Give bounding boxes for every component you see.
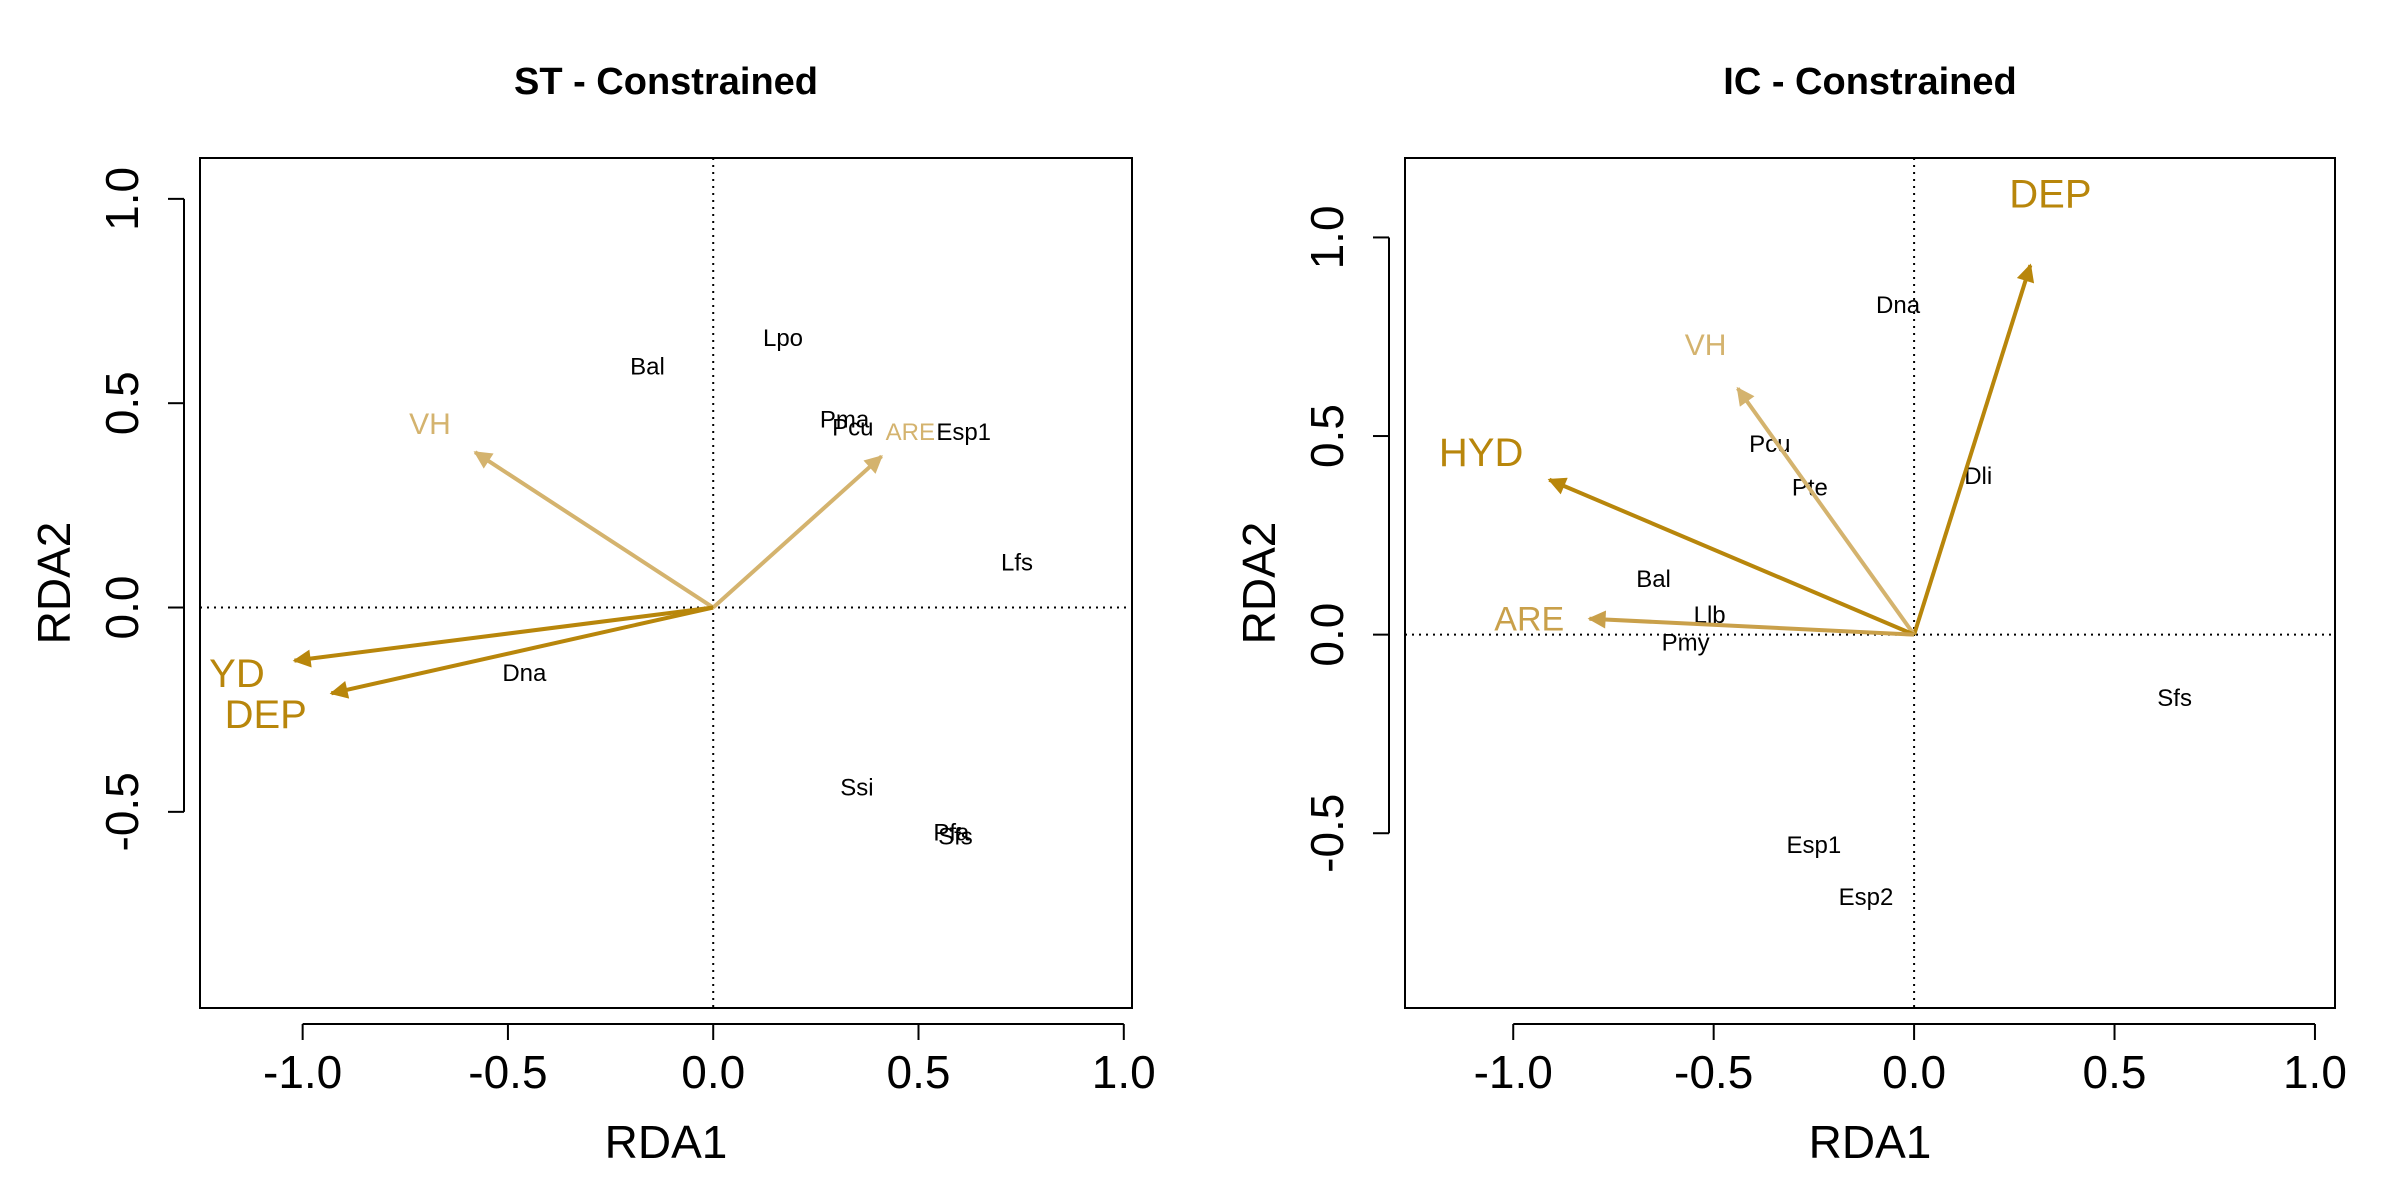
species-label-pcu: Pcu (832, 415, 873, 442)
vector-label-are: ARE (1494, 601, 1564, 639)
species-label-esp1: Esp1 (936, 419, 991, 446)
x-tick-label: -1.0 (263, 1046, 342, 1098)
x-tick-label: 0.5 (2083, 1046, 2147, 1098)
vector-arrow-are (1587, 610, 1915, 637)
vector-arrow-vh (473, 450, 715, 610)
chart-panel-st: ST - Constrained -1.0 -0.5 0.0 0.5 1.0 -0.5 0.0… (28, 61, 1156, 1168)
species-label-pma: Pma (820, 407, 870, 434)
x-tick-label: 0.0 (681, 1046, 745, 1098)
y-tick-label: 0.0 (1301, 603, 1353, 667)
x-tick-label: -1.0 (1474, 1046, 1553, 1098)
species-label-pfa: Pfa (933, 819, 970, 846)
x-tick-label: -0.5 (1674, 1046, 1753, 1098)
y-tick-label: 0.5 (1301, 404, 1353, 468)
y-axis-title: RDA2 (1233, 522, 1285, 645)
x-axis-title: RDA1 (1809, 1116, 1932, 1168)
species-label-bal: Bal (1636, 566, 1671, 593)
vector-label-vh: VH (409, 408, 451, 441)
chart-title: ST - Constrained (514, 61, 818, 103)
vector-label-vh: VH (1685, 329, 1727, 362)
chart-panel-ic: IC - Constrained -1.0 -0.5 0.0 0.5 1.0 -0.5 0.0… (1233, 61, 2347, 1168)
vector-arrow-are (711, 454, 883, 610)
vector-arrow-vh (1736, 386, 1916, 636)
species-label-pmy: Pmy (1662, 630, 1710, 657)
y-tick-label: 1.0 (96, 167, 148, 231)
plot-frame (1404, 157, 2336, 1009)
species-label-esp1: Esp1 (1787, 832, 1842, 859)
y-tick-label: -0.5 (96, 772, 148, 851)
y-tick-label: 0.5 (96, 371, 148, 435)
y-axis-title: RDA2 (28, 522, 80, 645)
species-label-dna: Dna (502, 660, 547, 687)
x-tick-label: -0.5 (468, 1046, 547, 1098)
x-tick-label: 1.0 (1092, 1046, 1156, 1098)
species-label-dna: Dna (1876, 292, 1921, 319)
species-label-lpo: Lpo (763, 325, 803, 352)
species-label-esp2: Esp2 (1839, 884, 1894, 911)
x-tick-label: 0.0 (1882, 1046, 1946, 1098)
vector-label-dep: DEP (2009, 173, 2091, 217)
species-label-dli: Dli (1964, 463, 1992, 490)
y-tick-label: 1.0 (1301, 205, 1353, 269)
species-label-ssi: Ssi (840, 774, 873, 801)
vector-label-yd: YD (209, 652, 265, 696)
chart-title: IC - Constrained (1723, 61, 2016, 103)
y-tick-label: 0.0 (96, 576, 148, 640)
vector-arrow-hyd (1547, 477, 1915, 637)
y-tick-label: -0.5 (1301, 794, 1353, 873)
plot-frame (199, 157, 1133, 1009)
vector-arrow-dep (329, 605, 714, 699)
vector-arrow-yd (292, 605, 714, 668)
x-tick-label: 0.5 (887, 1046, 951, 1098)
vector-label-dep: DEP (225, 693, 307, 737)
species-label-sfs: Sfs (938, 823, 973, 850)
vector-label-hyd: HYD (1439, 431, 1523, 475)
species-label-bal: Bal (630, 353, 665, 380)
x-axis-title: RDA1 (605, 1116, 728, 1168)
species-label-sfs: Sfs (2157, 685, 2192, 712)
species-label-lfs: Lfs (1001, 550, 1033, 577)
vector-label-are: ARE (886, 419, 935, 446)
vector-arrow-dep (1912, 263, 2035, 636)
x-tick-label: 1.0 (2283, 1046, 2347, 1098)
